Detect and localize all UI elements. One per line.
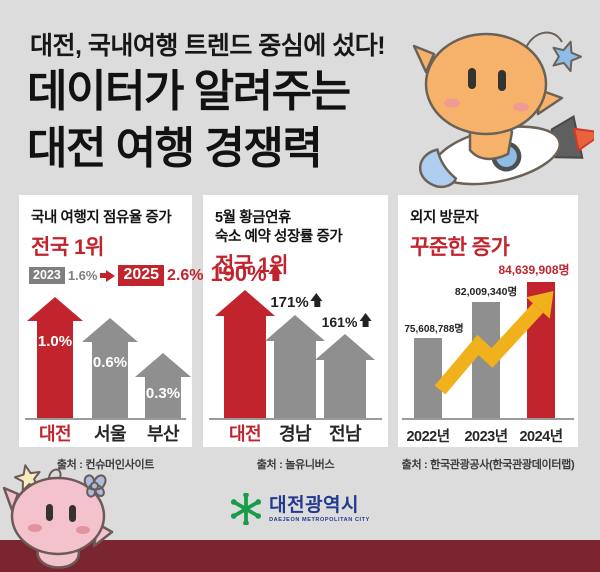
rocket-mascot-illustration bbox=[412, 31, 594, 189]
panel-title: 외지 방문자 bbox=[410, 210, 479, 226]
bar-label: 부산 bbox=[146, 424, 180, 444]
year-badge-2025: 2025 bbox=[118, 265, 165, 286]
bar-value: 75,608,788명 bbox=[404, 324, 464, 335]
source-caption: 출처 : 컨슈머인사이트 bbox=[56, 459, 155, 471]
chart-share: 1.0% 0.6% 0.3% 대전 서울 부산 bbox=[25, 282, 191, 447]
mascot-head bbox=[412, 32, 564, 136]
bar-value: 82,009,340명 bbox=[454, 286, 518, 298]
logo-text: 대전광역시 bbox=[269, 494, 360, 516]
bar-label: 2024년 bbox=[519, 429, 563, 445]
panel-accommodation-growth: 5월 황금연휴 숙소 예약 성장률 증가 전국 1위 190% 171% 161… bbox=[203, 195, 388, 447]
bar-daejeon bbox=[215, 290, 275, 418]
source-caption: 출처 : 한국관광공사(한국관광데이터랩) bbox=[401, 459, 575, 471]
pink-mascot-illustration bbox=[2, 464, 114, 569]
bar-jeonnam bbox=[315, 334, 375, 418]
star-icon bbox=[552, 40, 583, 73]
bar-label: 서울 bbox=[93, 424, 127, 444]
panel-domestic-share: 국내 여행지 점유율 증가 전국 1위 2023 1.6% 2025 2.6% … bbox=[19, 195, 204, 447]
bar-label: 대전 bbox=[38, 424, 72, 444]
arrow-right-icon bbox=[100, 269, 116, 282]
stat-daejeon: 190% bbox=[210, 261, 283, 287]
panel-visitors: 외지 방문자 꾸준한 증가 75,608,788명 82,009,340명 84… bbox=[398, 195, 578, 447]
bar-value: 0.3% bbox=[145, 385, 181, 402]
bar-2024 bbox=[527, 282, 555, 418]
main-title-line1: 데이터가 알려주는 bbox=[27, 67, 351, 116]
chart-visitors: 75,608,788명 82,009,340명 84,639,908명 2022… bbox=[402, 263, 574, 447]
axis-line bbox=[209, 417, 382, 420]
chart-growth: 190% 171% 161% 대전 경남 전남 bbox=[209, 261, 382, 447]
year-compare-row: 2023 1.6% 2025 2.6% bbox=[29, 265, 204, 286]
logo-emblem-icon bbox=[231, 493, 262, 525]
stat-gyeongnam: 171% bbox=[270, 293, 323, 311]
source-caption: 출처 : 놀유니버스 bbox=[256, 459, 335, 471]
bar-label: 전남 bbox=[328, 424, 362, 444]
bar-value: 84,639,908명 bbox=[498, 263, 570, 277]
bar-daejeon: 1.0% bbox=[27, 297, 83, 418]
panel-title: 5월 황금연휴 숙소 예약 성장률 증가 bbox=[215, 210, 343, 245]
to-value: 2.6% bbox=[167, 266, 204, 284]
main-title-line2: 대전 여행 경쟁력 bbox=[27, 124, 323, 173]
bar-label: 2022년 bbox=[406, 429, 450, 445]
panel-title: 국내 여행지 점유율 증가 bbox=[31, 210, 172, 226]
bar-label: 2023년 bbox=[464, 429, 508, 445]
daejeon-city-logo: 대전광역시 DAEJEON METROPOLITAN CITY bbox=[0, 493, 600, 525]
bar-busan: 0.3% bbox=[135, 353, 191, 418]
logo-subtext: DAEJEON METROPOLITAN CITY bbox=[269, 516, 370, 523]
kicker-text: 대전, 국내여행 트렌드 중심에 섰다! bbox=[30, 32, 386, 60]
stat-jeonnam: 161% bbox=[322, 313, 373, 330]
panel-highlight: 꾸준한 증가 bbox=[410, 235, 510, 259]
bar-label: 경남 bbox=[278, 424, 312, 444]
bow-icon bbox=[83, 474, 107, 498]
year-badge-2023: 2023 bbox=[29, 267, 65, 284]
bar-label: 대전 bbox=[228, 424, 262, 444]
mascot-head bbox=[2, 476, 114, 556]
bar-value: 1.0% bbox=[37, 333, 73, 350]
footer-band bbox=[0, 540, 600, 572]
from-value: 1.6% bbox=[67, 268, 98, 283]
bar-seoul: 0.6% bbox=[82, 318, 138, 418]
bar-2022 bbox=[414, 338, 442, 418]
arrow-up-icon bbox=[268, 264, 284, 281]
arrow-up-icon bbox=[310, 293, 324, 307]
panel-highlight: 전국 1위 bbox=[31, 235, 104, 259]
bar-value: 0.6% bbox=[92, 354, 128, 371]
page-title: 데이터가 알려주는 대전 여행 경쟁력 bbox=[27, 63, 351, 177]
axis-line bbox=[402, 417, 574, 420]
bar-2023 bbox=[472, 302, 500, 418]
axis-line bbox=[25, 417, 186, 420]
arrow-up-icon bbox=[359, 313, 372, 327]
